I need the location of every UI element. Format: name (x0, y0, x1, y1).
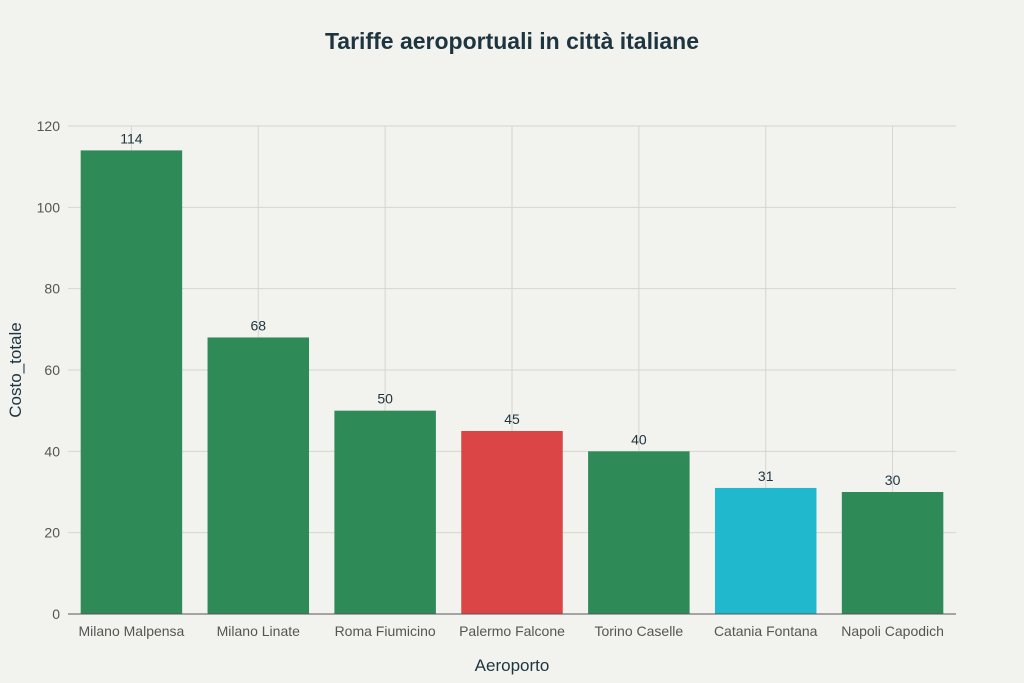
bar-value-label: 114 (120, 130, 143, 146)
y-tick-label: 120 (37, 118, 61, 134)
x-tick-label: Roma Fiumicino (335, 623, 436, 639)
y-tick-label: 60 (44, 362, 60, 378)
x-tick-label: Palermo Falcone (459, 623, 565, 639)
bar[interactable] (207, 337, 310, 614)
bar-value-label: 30 (885, 472, 901, 488)
x-tick-label: Milano Malpensa (79, 623, 185, 639)
x-axis-title: Aeroporto (475, 656, 550, 675)
bar[interactable] (841, 492, 944, 614)
x-tick-label: Catania Fontana (714, 623, 818, 639)
x-tick-label: Torino Caselle (594, 623, 683, 639)
y-tick-label: 40 (44, 443, 60, 459)
bar[interactable] (461, 431, 563, 614)
bar-value-label: 50 (377, 391, 393, 407)
y-axis-title: Costo_totale (6, 322, 25, 417)
bar[interactable] (714, 487, 817, 614)
bar[interactable] (80, 150, 183, 614)
x-tick-label: Napoli Capodich (841, 623, 944, 639)
bar-value-label: 40 (631, 431, 647, 447)
bar-value-label: 68 (250, 317, 266, 333)
y-tick-label: 80 (44, 281, 60, 297)
bar-value-label: 45 (504, 411, 520, 427)
labels: 0 20 40 60 80 100 120 114 Milano Malpensa 68 Milan… (37, 118, 944, 639)
bar[interactable] (588, 451, 690, 614)
bar[interactable] (334, 410, 436, 614)
y-tick-label: 20 (44, 525, 60, 541)
chart-title: Tariffe aeroportuali in città italiane (324, 28, 700, 54)
bar-value-label: 31 (758, 468, 774, 484)
x-tick-label: Milano Linate (217, 623, 300, 639)
y-tick-label: 100 (37, 199, 61, 215)
y-tick-label: 0 (52, 606, 60, 622)
bars (80, 150, 944, 614)
